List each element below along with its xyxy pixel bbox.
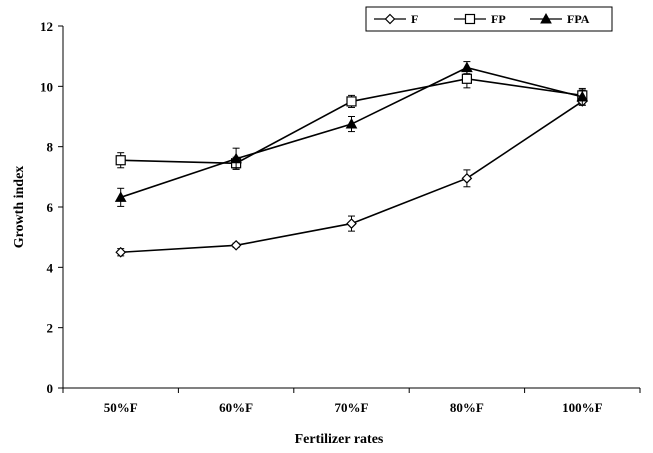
- data-point-fpa: [461, 61, 473, 73]
- data-point-f: [230, 239, 242, 251]
- axes: 0 2 4 6 8 10 12 50%F 60%F 70%F 80%F 100%F: [40, 19, 641, 415]
- y-tick-label: 2: [47, 321, 54, 336]
- y-tick-label: 10: [40, 79, 53, 94]
- data-point-fp: [461, 73, 472, 84]
- x-tick-label: 100%F: [562, 400, 603, 415]
- series-fpa-line: [120, 66, 583, 199]
- data-point-fpa: [576, 90, 589, 102]
- y-tick-label: 0: [47, 381, 54, 396]
- x-tick-label: 70%F: [335, 400, 369, 415]
- legend-item-fp: FP: [454, 12, 506, 26]
- y-tick-label: 4: [47, 260, 54, 275]
- data-point-fpa: [345, 118, 358, 129]
- legend-label: FP: [491, 12, 506, 26]
- legend-marker-f: [384, 13, 396, 25]
- data-point-fpa: [230, 152, 242, 164]
- x-tick-label: 50%F: [104, 400, 138, 415]
- legend-label: FPA: [567, 12, 590, 26]
- legend-item-f: F: [374, 12, 418, 26]
- legend-label: F: [411, 12, 418, 26]
- series-fpa: [114, 61, 589, 207]
- y-tick-label: 8: [47, 140, 54, 155]
- legend-frame: [365, 6, 613, 32]
- y-tick-label: 6: [47, 200, 54, 215]
- data-point-f: [346, 218, 357, 229]
- data-point-fpa: [114, 191, 127, 202]
- legend-marker-fp: [464, 13, 476, 25]
- data-point-fp: [346, 96, 357, 107]
- data-point-f: [115, 246, 127, 258]
- x-axis-title: Fertilizer rates: [295, 432, 384, 447]
- data-point-f: [461, 172, 473, 184]
- series-layer: [114, 61, 589, 258]
- y-tick-label: 12: [40, 19, 53, 34]
- data-point-fp: [115, 155, 126, 166]
- x-tick-label: 80%F: [450, 400, 484, 415]
- legend-item-fpa: FPA: [530, 12, 590, 26]
- x-tick-label: 60%F: [219, 400, 253, 415]
- legend-marker-fpa: [540, 12, 552, 24]
- legend: F FP FPA: [365, 6, 613, 32]
- y-axis-title: Growth index: [12, 166, 27, 249]
